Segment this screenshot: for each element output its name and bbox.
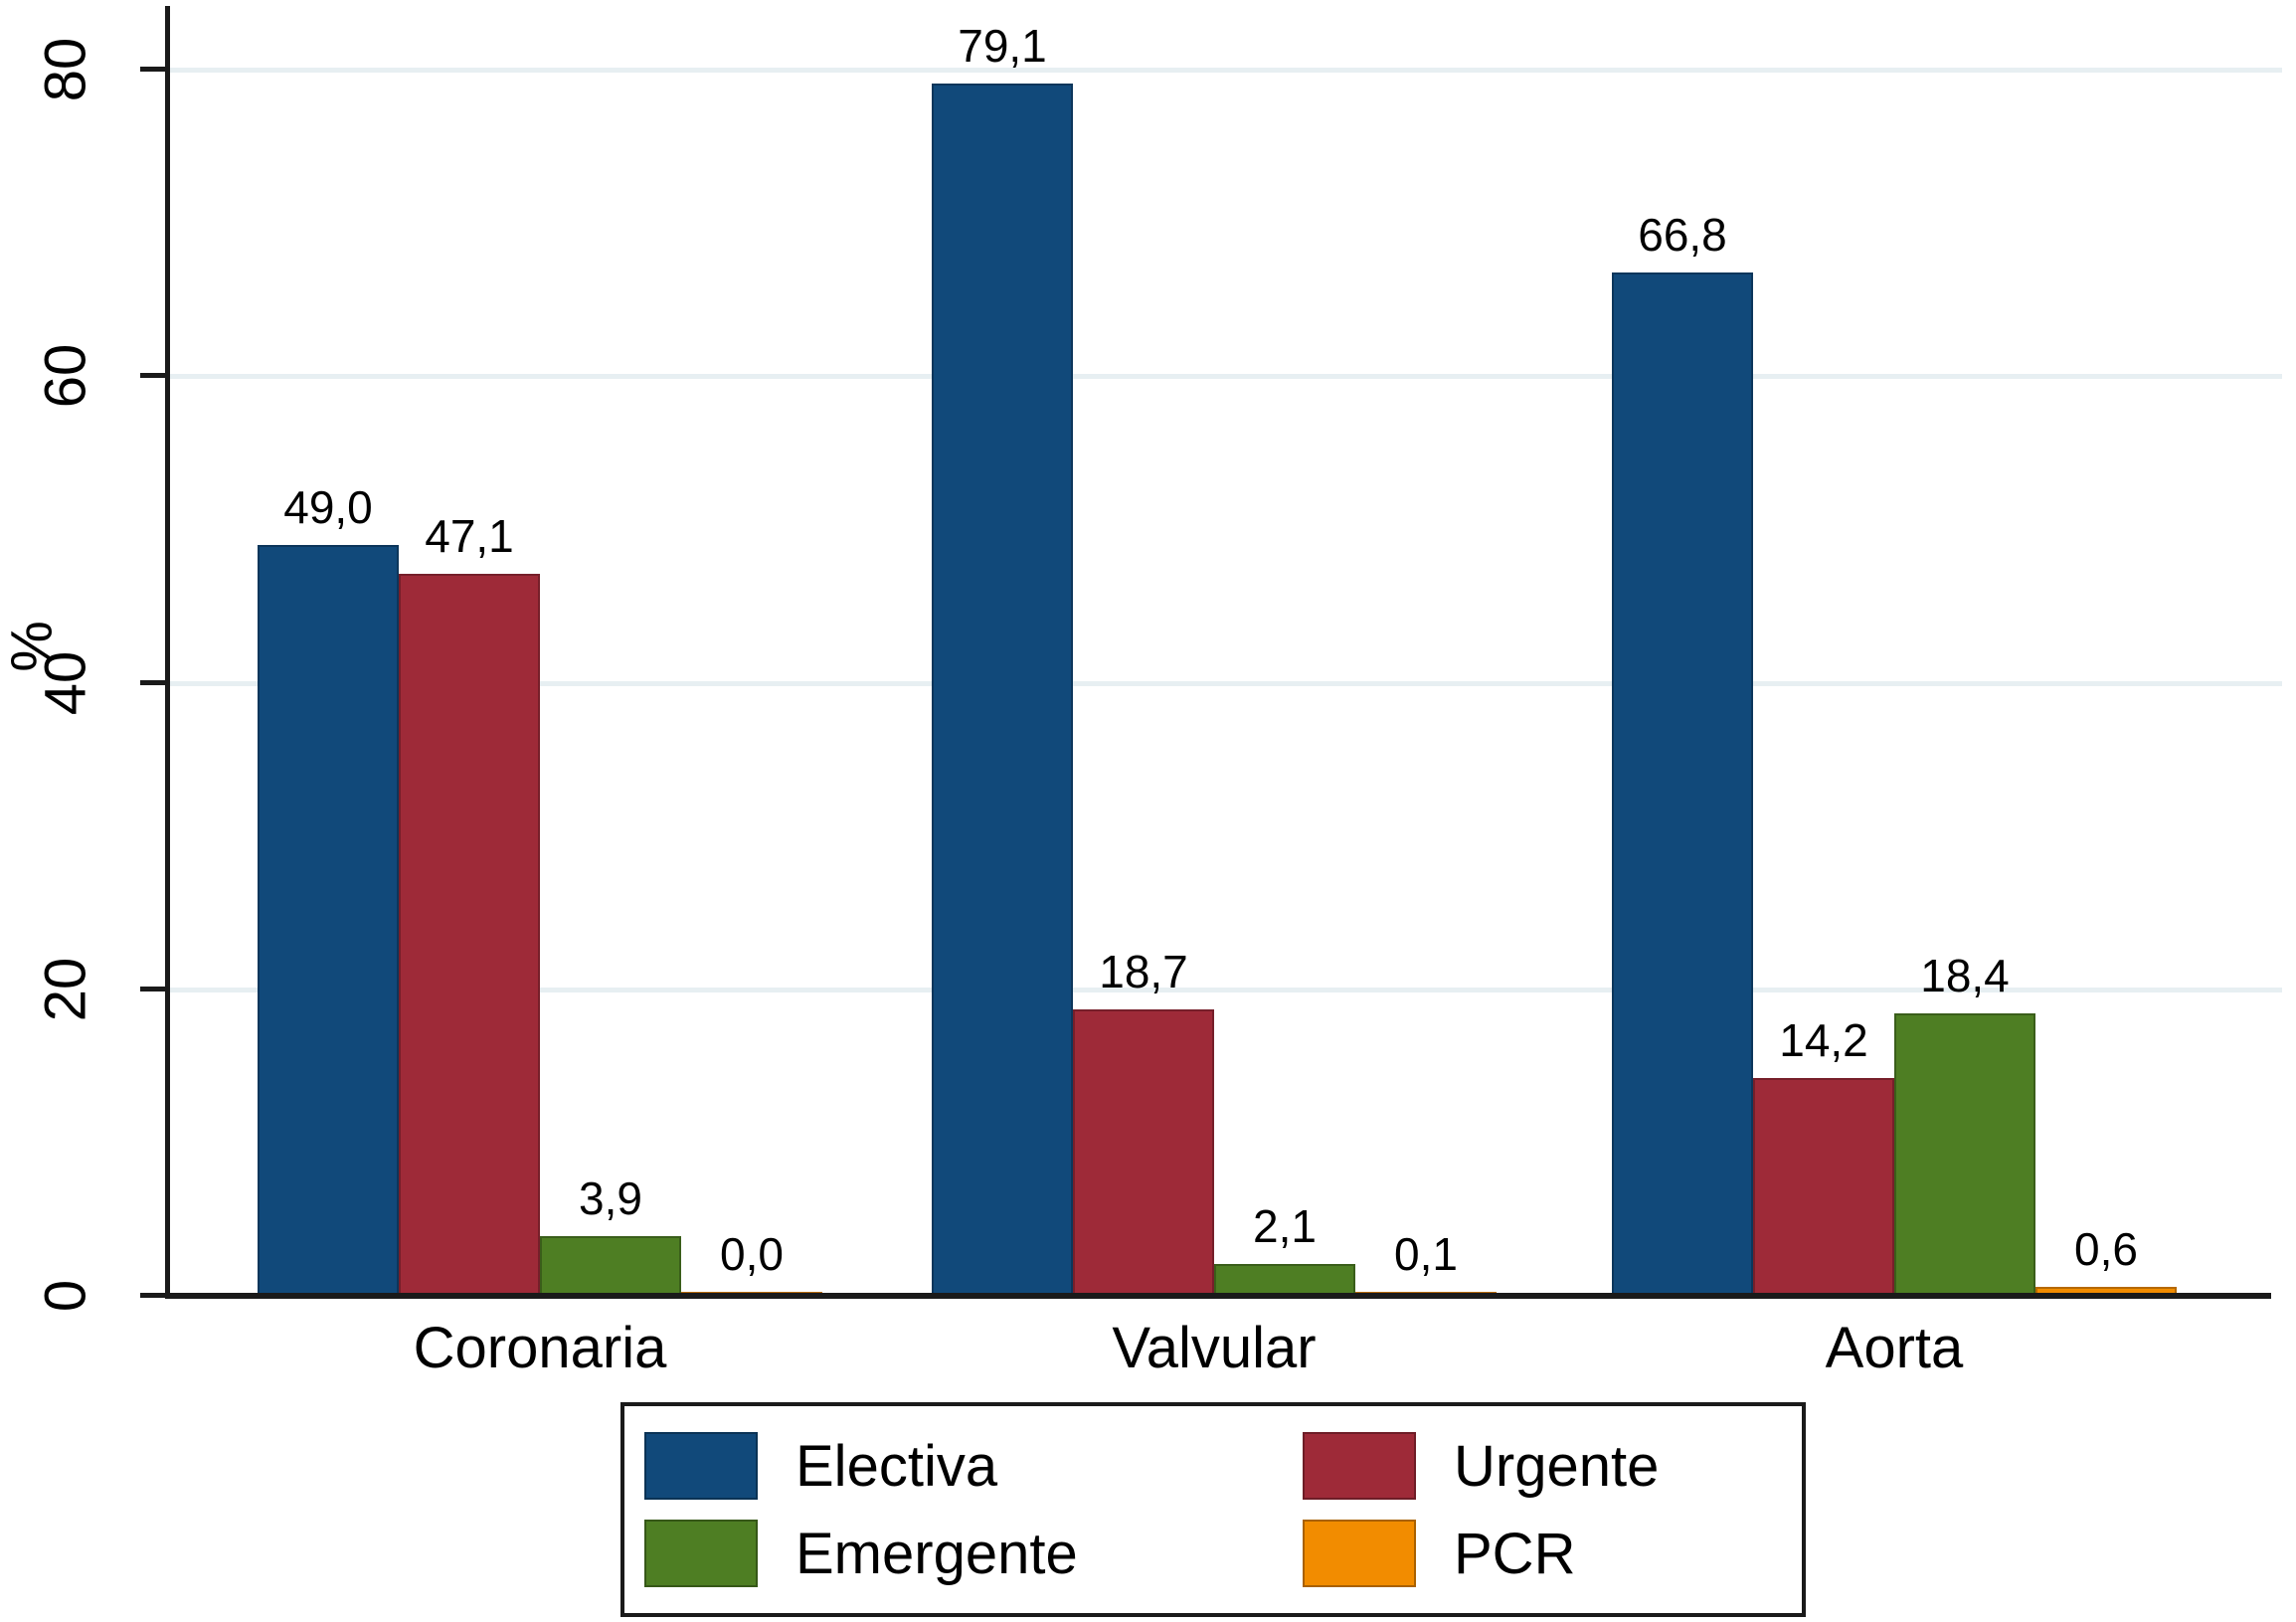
bar-electiva-coronaria	[258, 545, 399, 1296]
bar-value-label-electiva-coronaria: 49,0	[283, 481, 373, 533]
gridline-80	[167, 68, 2282, 74]
x-category-label-valvular: Valvular	[1112, 1316, 1317, 1380]
y-tick-40	[140, 679, 167, 685]
emergente-color-swatch	[644, 1520, 758, 1587]
urgente-color-swatch	[1303, 1432, 1416, 1500]
bar-value-label-urgente-aorta: 14,2	[1779, 1014, 1868, 1066]
x-axis-line	[165, 1293, 2271, 1299]
bar-electiva-valvular	[932, 84, 1073, 1296]
y-tick-label-0: 0	[33, 1279, 98, 1313]
legend-item-emergente: Emergente	[644, 1520, 1303, 1587]
bar-pcr-aorta	[2035, 1287, 2177, 1296]
legend-label-electiva: Electiva	[795, 1433, 998, 1499]
bar-value-label-urgente-coronaria: 47,1	[425, 510, 514, 562]
y-tick-label-60: 60	[33, 344, 98, 409]
y-tick-80	[140, 67, 167, 73]
bar-value-label-electiva-aorta: 66,8	[1638, 209, 1727, 261]
bar-value-label-pcr-valvular: 0,1	[1394, 1228, 1458, 1280]
legend: Electiva Urgente Emergente PCR	[620, 1402, 1806, 1617]
bar-emergente-valvular	[1214, 1264, 1355, 1296]
legend-item-electiva: Electiva	[644, 1432, 1303, 1500]
gridline-60	[167, 374, 2282, 380]
y-tick-label-80: 80	[33, 37, 98, 102]
bar-emergente-coronaria	[540, 1236, 681, 1296]
bar-value-label-pcr-aorta: 0,6	[2074, 1223, 2138, 1275]
legend-label-urgente: Urgente	[1454, 1433, 1660, 1499]
bar-urgente-aorta	[1753, 1078, 1894, 1296]
bar-urgente-valvular	[1073, 1009, 1214, 1296]
y-tick-20	[140, 986, 167, 991]
electiva-color-swatch	[644, 1432, 758, 1500]
legend-item-urgente: Urgente	[1303, 1432, 1782, 1500]
bar-value-label-emergente-coronaria: 3,9	[579, 1172, 642, 1224]
bar-emergente-aorta	[1894, 1013, 2035, 1296]
legend-label-pcr: PCR	[1454, 1521, 1576, 1586]
y-tick-60	[140, 373, 167, 379]
y-axis-title: %	[0, 621, 65, 672]
bar-value-label-pcr-coronaria: 0,0	[720, 1228, 784, 1280]
pcr-color-swatch	[1303, 1520, 1416, 1587]
bar-value-label-emergente-aorta: 18,4	[1920, 950, 2010, 1001]
y-axis-line	[165, 6, 170, 1299]
y-tick-0	[140, 1293, 167, 1298]
bar-electiva-aorta	[1612, 272, 1753, 1296]
x-category-label-coronaria: Coronaria	[413, 1316, 667, 1380]
bar-urgente-coronaria	[399, 574, 540, 1296]
bar-value-label-emergente-valvular: 2,1	[1253, 1200, 1317, 1252]
legend-item-pcr: PCR	[1303, 1520, 1782, 1587]
bar-value-label-urgente-valvular: 18,7	[1099, 946, 1188, 997]
legend-label-emergente: Emergente	[795, 1521, 1078, 1586]
bar-value-label-electiva-valvular: 79,1	[958, 20, 1047, 72]
y-tick-label-20: 20	[33, 957, 98, 1022]
x-category-label-aorta: Aorta	[1825, 1316, 1964, 1380]
